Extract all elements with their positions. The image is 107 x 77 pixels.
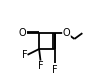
Text: O: O: [19, 28, 26, 38]
Text: F: F: [52, 65, 58, 75]
Text: F: F: [22, 50, 27, 60]
Text: F: F: [38, 61, 43, 71]
Text: O: O: [63, 28, 70, 38]
